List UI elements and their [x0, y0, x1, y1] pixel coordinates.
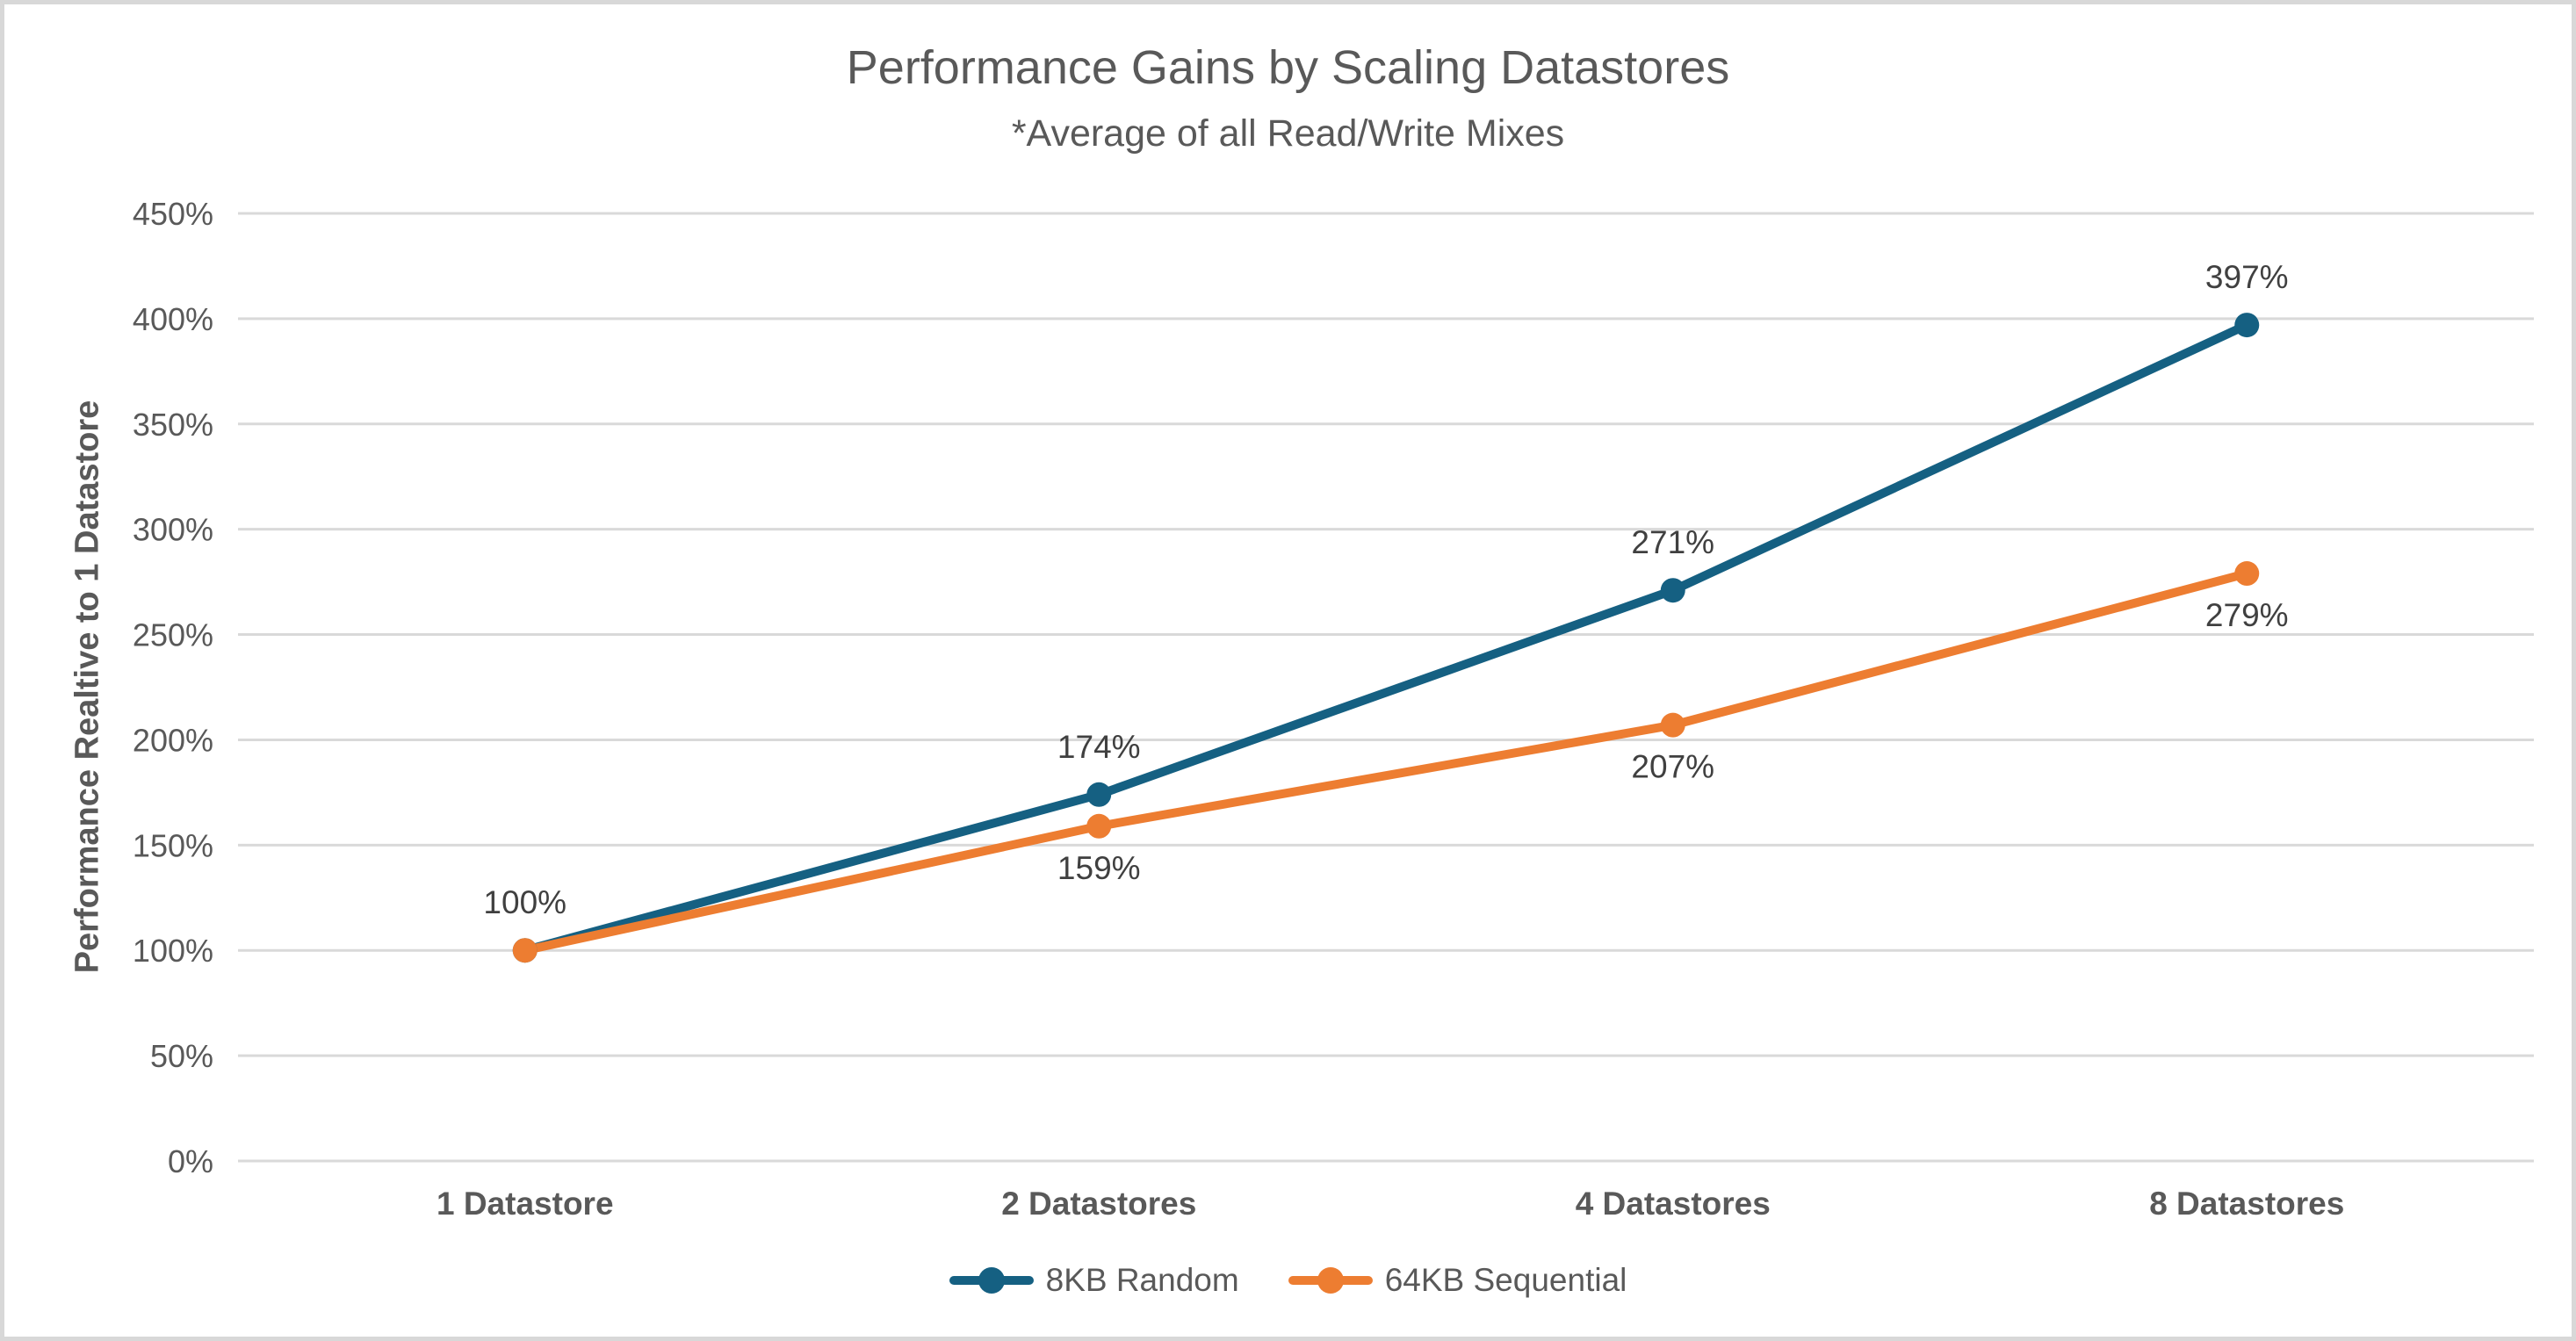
y-tick-label: 450% [133, 196, 213, 232]
legend-item-1: 8KB Random [949, 1262, 1239, 1299]
y-tick-label: 400% [133, 301, 213, 337]
y-tick-label: 100% [133, 933, 213, 969]
y-tick-label: 200% [133, 722, 213, 758]
y-tick-label: 150% [133, 827, 213, 863]
data-label-series2-3: 207% [1631, 749, 1714, 785]
legend-item-2: 64KB Sequential [1288, 1262, 1627, 1299]
y-tick-label: 300% [133, 512, 213, 548]
data-point-series1-3 [1660, 578, 1685, 603]
data-label-series1-1: 100% [483, 884, 566, 920]
legend-dot [1317, 1267, 1344, 1294]
data-label-series1-3: 271% [1631, 524, 1714, 560]
data-label-series1-4: 397% [2205, 259, 2289, 295]
legend-line-marker-icon [1288, 1265, 1373, 1295]
legend-label-2: 64KB Sequential [1384, 1262, 1627, 1298]
series-line-2 [520, 569, 2252, 955]
x-category-label-2: 2 Datastores [1001, 1186, 1196, 1222]
y-tick-label: 350% [133, 407, 213, 443]
chart-title: Performance Gains by Scaling Datastores [846, 41, 1730, 94]
legend-line-marker-icon [949, 1265, 1034, 1295]
data-point-series2-4 [2234, 561, 2260, 587]
legend-label-1: 8KB Random [1045, 1262, 1239, 1298]
data-point-series2-3 [1660, 712, 1685, 738]
series-line-1 [520, 321, 2252, 955]
x-category-label-3: 4 Datastores [1576, 1186, 1771, 1222]
x-category-label-1: 1 Datastore [437, 1186, 614, 1222]
data-point-series1-2 [1086, 782, 1112, 807]
data-label-series2-2: 159% [1057, 850, 1141, 886]
data-point-series1-4 [2234, 313, 2260, 338]
plot-area: 0% 50% 100% 150% 200% 250% 300% 350% 400% 450% 100… [133, 196, 2534, 1222]
data-point-series2-2 [1086, 813, 1112, 839]
legend-dot [978, 1267, 1005, 1294]
chart-subtitle: *Average of all Read/Write Mixes [1011, 112, 1565, 155]
y-tick-label: 250% [133, 617, 213, 653]
x-category-label-4: 8 Datastores [2149, 1186, 2344, 1222]
y-tick-label: 0% [168, 1143, 213, 1179]
data-point-series2-1 [512, 938, 538, 963]
y-tick-label: 50% [150, 1038, 213, 1074]
data-label-series1-2: 174% [1057, 729, 1141, 765]
legend: 8KB Random 64KB Sequential [4, 1262, 2572, 1299]
data-label-series2-4: 279% [2205, 597, 2289, 633]
